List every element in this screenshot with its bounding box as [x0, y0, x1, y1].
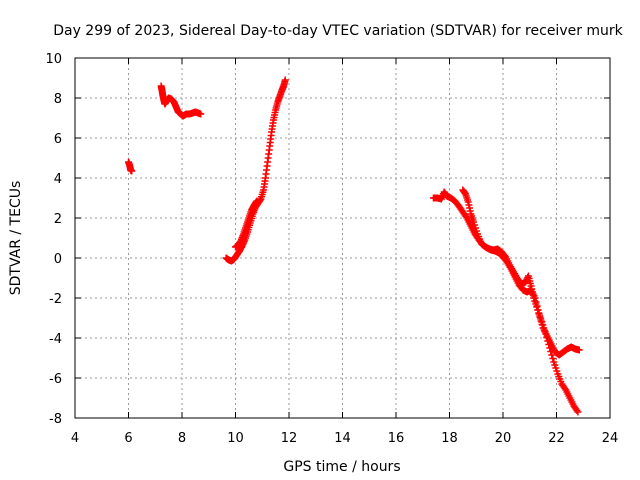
y-tick-label: 2: [54, 212, 62, 227]
y-tick-label: 0: [54, 252, 62, 267]
data-point: [573, 407, 581, 414]
x-tick-label: 4: [71, 431, 79, 446]
y-tick-label: 4: [54, 172, 62, 187]
x-tick-label: 24: [602, 431, 619, 446]
data-point: [547, 348, 555, 355]
data-point: [128, 167, 136, 175]
x-tick-label: 16: [388, 431, 405, 446]
y-axis-label: SDTVAR / TECUs: [8, 181, 24, 296]
grid-lines: [75, 58, 610, 418]
y-tick-label: -4: [49, 332, 62, 347]
y-tick-label: 6: [54, 132, 62, 147]
data-point: [544, 337, 552, 345]
x-tick-label: 22: [548, 431, 565, 446]
data-point: [253, 197, 261, 205]
data-point: [549, 355, 557, 362]
data-point: [545, 341, 553, 348]
data-points: [125, 76, 583, 416]
data-point: [575, 346, 583, 354]
x-tick-label: 20: [495, 431, 512, 446]
x-tick-label: 12: [281, 431, 298, 446]
data-point: [281, 76, 289, 84]
data-point: [542, 330, 550, 338]
y-tick-label: 8: [54, 92, 62, 107]
y-tick-label: -6: [49, 372, 62, 387]
data-point: [543, 334, 551, 341]
y-tick-label: -8: [49, 412, 62, 427]
x-tick-label: 18: [441, 431, 458, 446]
chart-title: Day 299 of 2023, Sidereal Day-to-day VTE…: [53, 23, 623, 39]
data-point: [546, 344, 554, 352]
y-tick-label: -2: [49, 292, 62, 307]
x-axis-label: GPS time / hours: [283, 459, 400, 475]
y-tick-label: 10: [45, 52, 62, 67]
data-point: [548, 351, 556, 359]
x-tick-label: 10: [227, 431, 244, 446]
x-tick-label: 6: [124, 431, 132, 446]
data-point: [574, 408, 582, 416]
x-tick-label: 8: [178, 431, 186, 446]
data-point: [197, 110, 205, 118]
x-tick-label: 14: [334, 431, 351, 446]
